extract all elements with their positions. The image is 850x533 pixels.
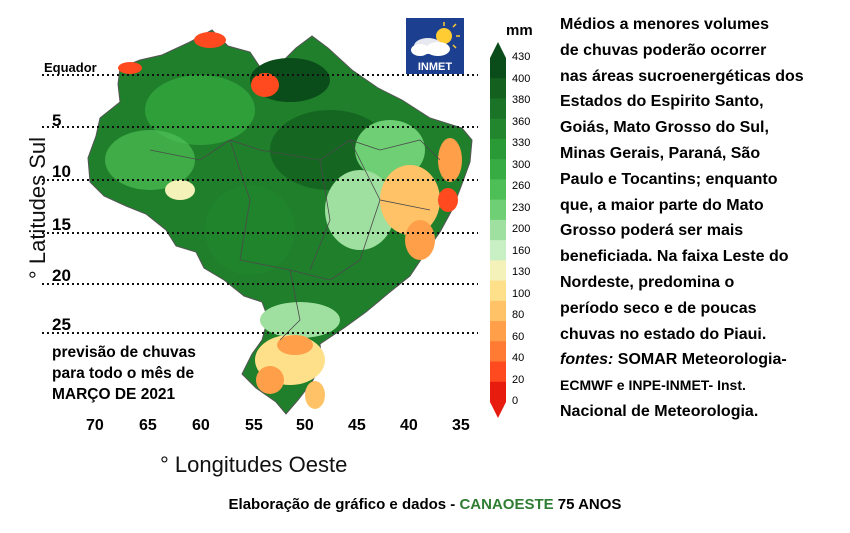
text-line: nas áreas sucroenergéticas dos xyxy=(560,67,804,85)
legend-tick-label: 360 xyxy=(512,115,531,128)
legend-arrow-bottom xyxy=(490,402,506,418)
footer-credit: Elaboração de gráfico e dados - CANAOEST… xyxy=(0,496,850,513)
rainfall-zones xyxy=(105,32,462,409)
latitude-label-10: 10 xyxy=(52,162,71,181)
legend-tick-label: 380 xyxy=(512,94,531,106)
legend-swatch xyxy=(490,159,506,180)
latitude-label-5: 5 xyxy=(52,111,62,130)
sources-text: SOMAR Meteorologia- xyxy=(613,351,787,369)
longitude-label-55: 55 xyxy=(245,417,263,434)
text-line: que, a maior parte do Mato xyxy=(560,196,764,214)
text-line: Estados do Espirito Santo, xyxy=(560,93,764,111)
text-line: Paulo e Tocantins; enquanto xyxy=(560,170,778,188)
legend-swatch xyxy=(490,381,506,403)
legend-tick-label: 130 xyxy=(512,266,531,278)
legend-swatch xyxy=(490,219,506,241)
caption-line: MARÇO DE 2021 xyxy=(52,386,176,403)
longitude-label-70: 70 xyxy=(86,417,104,434)
legend-tick-label: 230 xyxy=(512,201,531,214)
longitude-label-50: 50 xyxy=(296,417,314,434)
text-line: beneficiada. Na faixa Leste do xyxy=(560,248,789,266)
legend-arrow-top xyxy=(490,42,506,58)
logo-text: INMET xyxy=(418,61,453,73)
fontes-label: fontes: xyxy=(560,351,614,369)
legend-swatch xyxy=(490,138,506,160)
legend-tick-label: 160 xyxy=(512,244,531,257)
legend-swatch xyxy=(490,260,506,282)
longitude-label-45: 45 xyxy=(348,417,366,434)
legend-swatch xyxy=(490,280,506,302)
legend-swatch xyxy=(490,78,506,99)
latitude-label-20: 20 xyxy=(52,266,71,285)
legend-swatch xyxy=(490,361,506,383)
footer-prefix: Elaboração de gráfico e dados - xyxy=(228,496,460,513)
legend-tick-label: 430 xyxy=(512,51,531,63)
legend-swatch xyxy=(490,240,506,261)
legend-swatch xyxy=(490,58,506,79)
equator-label: Equador xyxy=(44,60,97,75)
caption-line: para todo o mês de xyxy=(52,365,195,382)
longitude-label-40: 40 xyxy=(400,417,418,434)
text-line: Médios a menores volumes xyxy=(560,16,769,33)
legend-tick-label: 60 xyxy=(512,330,525,343)
legend-unit: mm xyxy=(506,22,533,39)
x-axis-title: ° Longitudes Oeste xyxy=(160,452,348,477)
state-borders xyxy=(149,139,441,341)
text-line: Grosso poderá ser mais xyxy=(560,222,744,240)
legend-swatch xyxy=(490,199,506,221)
legend-tick-label: 400 xyxy=(512,72,531,85)
text-line: chuvas no estado do Piaui. xyxy=(560,325,767,343)
legend-swatch xyxy=(490,98,506,120)
legend-tick-label: 200 xyxy=(512,223,531,235)
legend-tick-label: 0 xyxy=(512,395,519,407)
y-axis-title: ° Latitudes Sul xyxy=(25,136,50,280)
text-line: fontes: SOMAR Meteorologia- xyxy=(560,347,845,373)
longitude-label-35: 35 xyxy=(452,417,470,434)
legend-tick-label: 100 xyxy=(512,287,531,300)
text-line: Minas Gerais, Paraná, São xyxy=(560,144,761,162)
legend-tick-label: 260 xyxy=(512,180,531,192)
text-line: Goiás, Mato Grosso do Sul, xyxy=(560,119,769,137)
legend-swatch xyxy=(490,118,506,140)
longitude-label-65: 65 xyxy=(139,417,157,434)
legend-colorbar xyxy=(490,42,506,418)
description-text: Médios a menores volumes de chuvas poder… xyxy=(560,12,845,425)
legend-tick-label: 330 xyxy=(512,137,531,149)
longitude-label-60: 60 xyxy=(192,417,210,434)
legend-tick-label: 300 xyxy=(512,158,531,171)
legend-swatch xyxy=(490,300,506,322)
legend-swatch xyxy=(490,341,506,363)
legend-swatch xyxy=(490,321,506,342)
legend-tick-label: 80 xyxy=(512,309,525,321)
text-line: ECMWF e INPE-INMET- Inst. xyxy=(560,377,746,394)
inmet-logo: INMET xyxy=(406,18,464,74)
legend-tick-label: 40 xyxy=(512,352,525,364)
latitude-label-25: 25 xyxy=(52,315,71,334)
footer-brand: CANAOESTE xyxy=(459,496,554,513)
text-line: de chuvas poderão ocorrer xyxy=(560,41,767,59)
text-line: período seco e de poucas xyxy=(560,299,757,317)
legend-tick-label: 20 xyxy=(512,373,525,386)
legend-swatch xyxy=(490,179,506,201)
text-line: Nordeste, predomina o xyxy=(560,273,735,291)
caption-line: previsão de chuvas xyxy=(52,344,196,361)
footer-suffix: 75 ANOS xyxy=(553,496,622,513)
latitude-label-15: 15 xyxy=(52,215,71,234)
text-line: Nacional de Meteorologia. xyxy=(560,402,759,420)
map-caption: previsão de chuvas para todo o mês de MA… xyxy=(52,342,196,405)
